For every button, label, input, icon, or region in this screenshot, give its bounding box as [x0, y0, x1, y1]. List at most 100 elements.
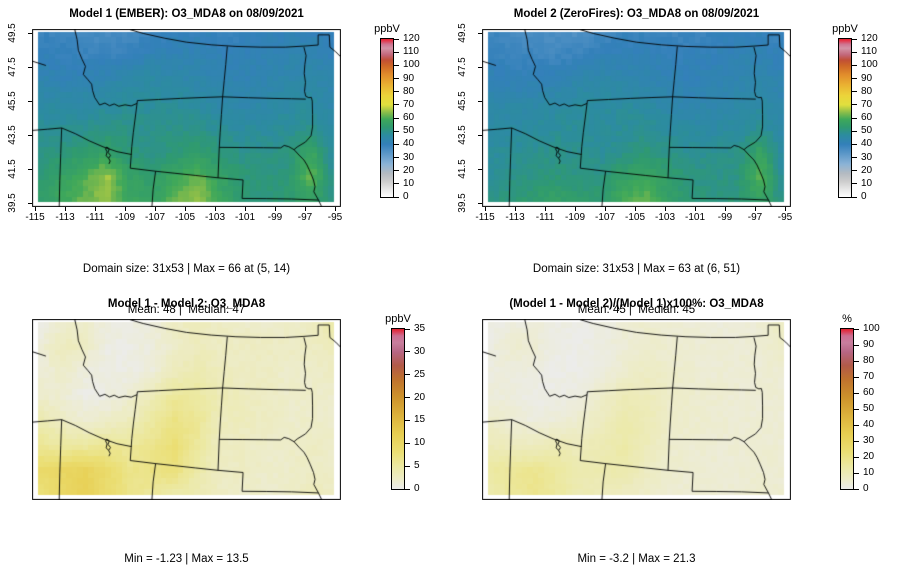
map-canvas-percent-difference — [482, 319, 791, 500]
colorbar-gradient — [840, 328, 854, 490]
colorbar-tick-mark — [405, 328, 410, 330]
colorbar-tick-label: 80 — [863, 355, 875, 366]
colorbar-tick-mark — [854, 488, 859, 490]
x-tick-mark — [65, 207, 66, 211]
colorbar-tick-label: 100 — [861, 59, 878, 71]
colorbar-tick-label: 50 — [861, 125, 873, 137]
colorbar-tick-label: 50 — [403, 125, 415, 137]
panel-model2: Model 2 (ZeroFires): O3_MDA8 on 08/09/20… — [450, 0, 900, 316]
colorbar-tick-label: 80 — [861, 85, 873, 97]
stats-line1: Min = -1.23 | Max = 13.5 — [124, 553, 249, 565]
colorbar-difference: ppbV 0 5 10 15 20 25 30 35 — [385, 313, 425, 494]
colorbar-tick-mark — [854, 328, 859, 330]
y-tick-label: 47.5 — [457, 57, 468, 77]
colorbar-tick-mark — [405, 442, 410, 444]
colorbar-tick-mark — [854, 440, 859, 442]
colorbar-tick-mark — [854, 424, 859, 426]
x-tick-mark — [755, 207, 756, 211]
y-tick-label: 41.5 — [457, 159, 468, 179]
colorbar-tick-mark — [852, 78, 857, 79]
colorbar-tick-label: 60 — [403, 112, 415, 123]
x-tick-label: -95 — [327, 212, 343, 223]
colorbar-tick-label: 20 — [414, 391, 426, 403]
x-tick-label: -101 — [684, 212, 705, 223]
colorbar-model2: ppbV 0 10 20 30 40 50 60 70 80 90 100 110 120 — [832, 23, 878, 202]
colorbar-tick-label: 10 — [414, 437, 426, 449]
stats-line1: Domain size: 31x53 | Max = 66 at (5, 14) — [82, 263, 291, 275]
x-tick-mark — [125, 207, 126, 211]
x-tick-label: -99 — [717, 212, 733, 223]
x-tick-mark — [545, 207, 546, 211]
colorbar-tick-label: 10 — [863, 467, 875, 478]
panel-title: Model 2 (ZeroFires): O3_MDA8 on 08/09/20… — [513, 8, 760, 20]
x-tick-label: -103 — [654, 212, 675, 223]
colorbar-tick-mark — [394, 91, 399, 93]
colorbar-tick-mark — [852, 104, 857, 106]
colorbar-unit-label: % — [842, 313, 852, 325]
colorbar-tick-label: 100 — [863, 323, 880, 334]
x-tick-label: -113 — [505, 212, 525, 223]
colorbar-gradient — [380, 38, 394, 198]
x-tick-label: -97 — [747, 212, 763, 223]
colorbar-tick-label: 0 — [414, 483, 420, 494]
colorbar-tick-mark — [394, 170, 399, 172]
colorbar-tick-label: 30 — [863, 435, 875, 446]
stats-caption: Min = -1.23 | Max = 13.5 Mean: 2.49 | Me… — [12, 526, 361, 579]
x-tick-label: -111 — [85, 212, 105, 223]
x-tick-label: -111 — [535, 212, 555, 223]
x-tick-mark — [305, 207, 306, 211]
x-tick-mark — [335, 207, 336, 211]
map-canvas-model1 — [32, 29, 341, 207]
colorbar-tick-mark — [852, 64, 857, 66]
stats-caption: Domain size: 31x53 | Max = 66 at (5, 14)… — [12, 236, 361, 344]
colorbar-tick-label: 0 — [861, 191, 867, 202]
colorbar-tick-label: 25 — [414, 368, 426, 380]
colorbar-tick-mark — [854, 392, 859, 394]
colorbar-tick-label: 20 — [863, 451, 875, 462]
panel-model1: Model 1 (EMBER): O3_MDA8 on 08/09/2021 -… — [0, 0, 450, 316]
x-tick-label: -97 — [297, 212, 313, 223]
y-tick-label: 47.5 — [7, 57, 18, 77]
x-tick-mark — [485, 207, 486, 211]
colorbar-tick-label: 0 — [863, 483, 869, 494]
colorbar-tick-mark — [852, 170, 857, 172]
colorbar-tick-label: 0 — [403, 191, 409, 202]
y-tick-label: 45.5 — [457, 91, 468, 111]
stats-line1: Domain size: 31x53 | Max = 63 at (6, 51) — [532, 263, 741, 275]
colorbar-tick-mark — [854, 360, 859, 362]
stats-caption: Min = -3.2 | Max = 21.3 Mean: 5 | Median… — [462, 526, 811, 579]
colorbar-tick-mark — [854, 376, 859, 378]
colorbar-unit-label: ppbV — [832, 23, 858, 35]
x-tick-mark — [575, 207, 576, 211]
map-canvas-difference — [32, 319, 341, 500]
colorbar-tick-label: 10 — [403, 177, 415, 189]
x-tick-mark — [635, 207, 636, 211]
colorbar-model1: ppbV 0 10 20 30 40 50 60 70 80 90 100 110 120 — [374, 23, 420, 202]
colorbar-gradient — [838, 38, 852, 198]
colorbar-tick-mark — [394, 183, 399, 185]
colorbar-tick-label: 90 — [403, 72, 415, 84]
colorbar-tick-mark — [394, 78, 399, 79]
colorbar-tick-label: 40 — [863, 419, 875, 430]
x-tick-mark — [665, 207, 666, 211]
colorbar-tick-mark — [852, 117, 857, 119]
colorbar-tick-label: 90 — [863, 339, 875, 350]
x-tick-label: -99 — [267, 212, 283, 223]
x-tick-mark — [275, 207, 276, 211]
colorbar-tick-label: 60 — [861, 112, 873, 123]
colorbar-tick-mark — [852, 183, 857, 185]
x-tick-mark — [785, 207, 786, 211]
colorbar-percent-difference: % 0 10 20 30 40 50 60 70 80 90 100 — [840, 313, 880, 494]
colorbar-tick-mark — [405, 351, 410, 353]
colorbar-tick-label: 50 — [863, 403, 875, 414]
colorbar-tick-mark — [394, 196, 399, 198]
panel-title: Model 1 - Model 2: O3_MDA8 — [107, 298, 266, 310]
colorbar-tick-label: 70 — [861, 98, 873, 110]
y-tick-label: 39.5 — [457, 193, 468, 213]
x-tick-label: -113 — [55, 212, 75, 223]
map-canvas-model2 — [482, 29, 791, 207]
colorbar-tick-mark — [394, 104, 399, 106]
y-tick-label: 49.5 — [7, 23, 18, 43]
x-tick-mark — [35, 207, 36, 211]
